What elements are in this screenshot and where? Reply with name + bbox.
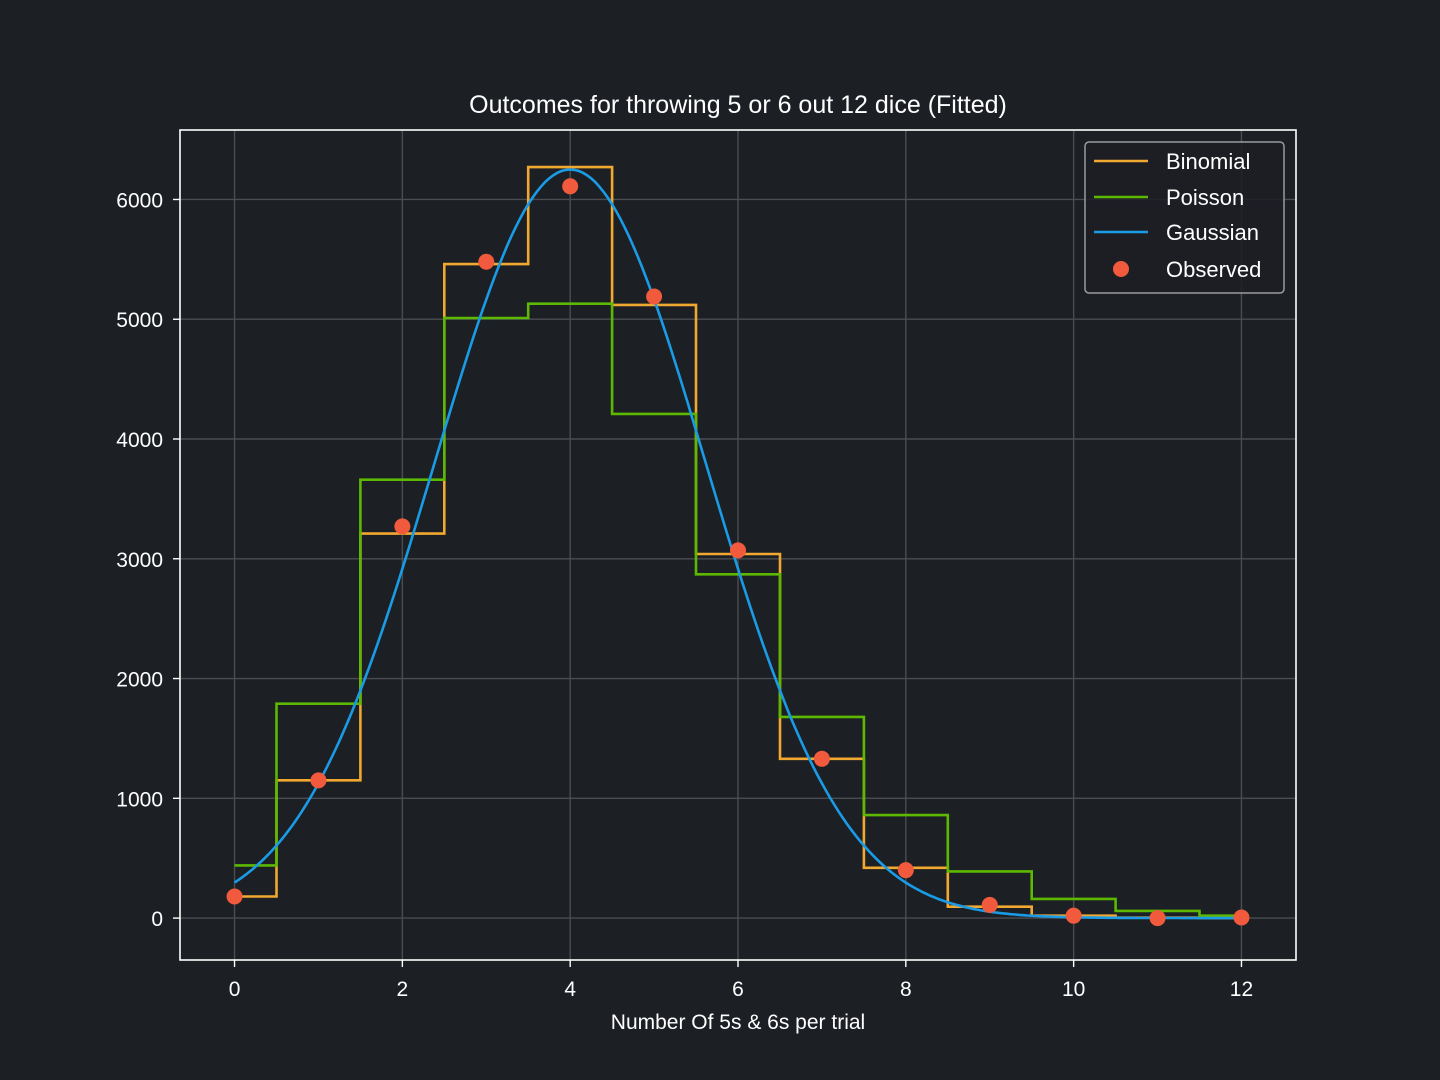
chart-title: Outcomes for throwing 5 or 6 out 12 dice…: [469, 91, 1007, 119]
x-tick-label: 2: [397, 978, 409, 1001]
x-tick-label: 12: [1230, 978, 1253, 1001]
y-tick-label: 3000: [116, 549, 163, 572]
observed-point: [562, 178, 579, 195]
observed-point: [981, 896, 998, 913]
legend-label-poisson: Poisson: [1166, 185, 1244, 210]
poisson-series-line: [234, 302, 1242, 917]
y-tick-label: 1000: [116, 788, 163, 811]
x-tick-label: 8: [900, 978, 912, 1001]
observed-point: [1065, 907, 1082, 924]
observed-point: [813, 750, 830, 767]
x-axis-label: Number Of 5s & 6s per trial: [611, 1011, 865, 1034]
y-tick-label: 6000: [116, 189, 163, 212]
observed-point: [730, 542, 746, 559]
observed-point: [310, 772, 327, 789]
y-tick-label: 5000: [116, 309, 163, 332]
x-tick-label: 10: [1062, 978, 1085, 1001]
y-tick-label: 0: [151, 908, 163, 931]
observed-point: [1149, 910, 1166, 927]
x-tick-label: 6: [732, 978, 744, 1001]
legend-label-binomial: Binomial: [1166, 149, 1250, 174]
legend-label-gaussian: Gaussian: [1166, 220, 1259, 245]
x-tick-label: 4: [564, 978, 576, 1001]
legend-box: [1084, 141, 1285, 294]
y-tick-label: 4000: [116, 429, 163, 452]
legend: Binomial Poisson Gaussian Observed: [1084, 141, 1285, 294]
legend-label-observed: Observed: [1166, 257, 1261, 282]
ticks: 0 2 4 6 8 10 12 0 1000 2000 3000 4000 5000 6000: [116, 189, 1253, 1001]
observed-point: [478, 253, 495, 270]
legend-swatch-observed: [1113, 261, 1129, 277]
series-layer: [226, 165, 1250, 927]
observed-point: [1233, 909, 1250, 926]
y-tick-label: 2000: [116, 669, 163, 692]
x-tick-label: 0: [229, 978, 241, 1001]
grid: [180, 130, 1296, 960]
observed-point: [646, 288, 663, 305]
observed-point: [394, 518, 411, 535]
observed-point: [897, 862, 914, 879]
observed-point: [226, 888, 243, 905]
